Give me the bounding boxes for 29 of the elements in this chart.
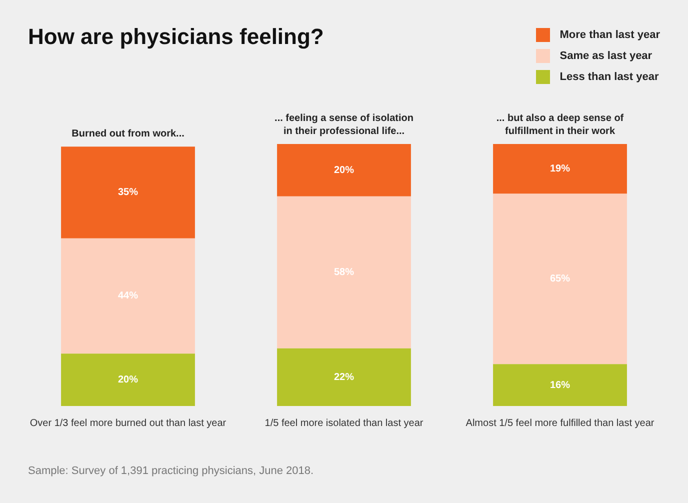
bar (61, 238, 195, 354)
chart-title: How are physicians feeling? (28, 24, 324, 50)
data-label: 16% (550, 380, 570, 391)
text: Sample: Survey of 1,391 practicing physicians, June 2018. (28, 465, 314, 477)
x-tick-label: 1/5 feel more isolated than last year (264, 418, 424, 429)
bar (61, 146, 195, 238)
bar (277, 144, 411, 196)
data-label: 22% (334, 372, 354, 383)
bar (493, 194, 627, 364)
bar (493, 364, 627, 406)
data-label: 35% (118, 187, 138, 198)
bar (277, 348, 411, 406)
legend-label: More than last year (560, 29, 660, 41)
data-label: 65% (550, 274, 570, 285)
legend-label: Same as last year (560, 50, 652, 62)
x-tick-label: Almost 1/5 feel more fulfilled than last year (466, 418, 655, 429)
data-label: 58% (334, 267, 354, 278)
bar (277, 196, 411, 348)
data-label: 20% (118, 374, 138, 386)
data-label: 19% (550, 164, 570, 175)
annotation: Burned out from work... (72, 128, 185, 140)
bar (493, 144, 627, 194)
data-label: 20% (334, 164, 354, 176)
x-tick-label: Over 1/3 feel more burned out than last year (30, 418, 227, 429)
bar (61, 354, 195, 406)
legend-label: Less than last year (560, 71, 659, 83)
annotation: ... feeling a sense of isolation in their professional life... (274, 112, 414, 137)
annotation: ... but also a deep sense of fulfillment in their work (496, 112, 624, 137)
data-label: 44% (118, 290, 138, 302)
